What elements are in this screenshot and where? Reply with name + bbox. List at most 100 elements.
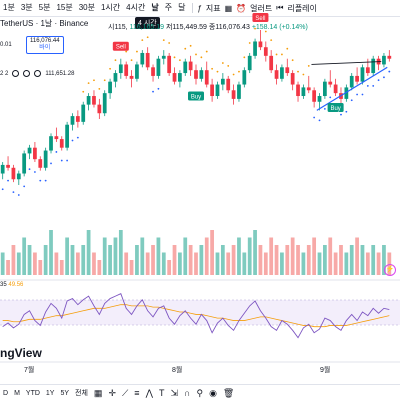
volume-bar — [376, 252, 381, 275]
volume-bar — [54, 252, 59, 275]
trend-dot-up — [7, 179, 9, 182]
trend-dot-up — [383, 76, 385, 79]
replay-icon[interactable]: ⏮ — [276, 3, 284, 12]
pattern-icon[interactable]: ⋀ — [145, 387, 153, 398]
range-ytd[interactable]: YTD — [25, 389, 40, 397]
brand-logo: ngView — [0, 346, 42, 360]
volume-bar — [11, 245, 16, 275]
candle-body — [296, 84, 300, 97]
rsi-value: 49.56 — [8, 282, 24, 288]
range-1y[interactable]: 1Y — [45, 389, 55, 397]
indicator-icon[interactable]: ƒ — [197, 3, 202, 13]
candle-body — [317, 96, 322, 102]
trend-dot-down — [136, 50, 138, 53]
replay-label[interactable]: 리플레이 — [287, 3, 317, 13]
price-box[interactable]: 116,076.44 바이 — [26, 36, 64, 54]
trend-dot-up — [157, 87, 160, 90]
trash-icon[interactable]: 🗑 — [222, 387, 235, 398]
volume-bar — [108, 245, 112, 275]
alerts-label[interactable]: 얼러트 — [250, 3, 273, 13]
timeframe-5[interactable]: 1시간 — [100, 3, 121, 12]
trend-dot-up — [329, 96, 332, 99]
volume-bar — [156, 237, 161, 275]
candle-body — [328, 81, 333, 85]
magnet-icon[interactable]: ∩ — [184, 388, 191, 398]
timeframe-1[interactable]: 3분 — [20, 3, 33, 12]
ohlc-readout: 시115, 116,165.19 저115,449.59 종116,076.43… — [108, 22, 308, 32]
candle-body — [151, 67, 155, 76]
trend-dot-down — [248, 42, 251, 44]
timeframe-9[interactable]: 달 — [178, 3, 186, 12]
volume-bar — [183, 237, 188, 275]
candle-body — [242, 70, 247, 85]
volume-bar — [242, 252, 247, 275]
settings-icon[interactable] — [23, 70, 31, 77]
timeframe-0[interactable]: 1분 — [3, 3, 15, 12]
trend-dot-down — [125, 50, 128, 53]
fib-icon[interactable]: ≡ — [134, 388, 140, 398]
range-all[interactable]: 전체 — [75, 390, 88, 397]
trend-dot-up — [12, 191, 15, 194]
timeframe-7[interactable]: 날 — [151, 3, 159, 12]
trend-dot-up — [372, 85, 375, 87]
trend-dot-down — [178, 59, 181, 62]
rsi-prefix: 35 — [0, 282, 7, 288]
timeframe-8[interactable]: 주 — [164, 3, 173, 12]
trend-dot-down — [291, 59, 294, 62]
visibility-icon[interactable] — [12, 70, 20, 77]
trend-dot-down — [205, 50, 208, 53]
layout-icon[interactable]: ▦ — [224, 3, 233, 13]
cursor-icon[interactable]: ✛ — [108, 387, 116, 398]
candle-body — [226, 78, 231, 91]
candle-body — [194, 70, 198, 79]
candle-body — [204, 70, 209, 85]
alert-icon[interactable]: ⏰ — [236, 3, 247, 13]
volume-bar — [124, 252, 129, 275]
volume-bar — [253, 230, 257, 275]
indicators-label[interactable]: 지표 — [205, 3, 221, 13]
trend-dot-up — [50, 162, 52, 165]
volume-bar — [333, 252, 338, 275]
candle-body — [22, 153, 27, 174]
trend-dot-down — [264, 30, 267, 33]
volume-bar — [274, 245, 279, 275]
trend-dot-down — [98, 87, 101, 90]
range-5y[interactable]: 5Y — [60, 389, 70, 397]
calendar-icon[interactable]: ▦ — [93, 387, 103, 398]
trend-dot-down — [200, 56, 203, 59]
volume-bar — [371, 245, 376, 275]
candle-body — [280, 67, 284, 79]
volume-bar — [0, 252, 5, 275]
timeframe-4[interactable]: 30분 — [78, 3, 95, 12]
trend-dot-down — [254, 27, 256, 30]
volume-bar — [339, 245, 343, 275]
range-d[interactable]: D — [3, 389, 9, 397]
volume-bar — [237, 237, 241, 275]
flash-icon[interactable]: ⚡ — [384, 264, 396, 276]
remove-icon[interactable] — [34, 70, 42, 77]
trendline-icon[interactable]: ⟋ — [121, 387, 129, 398]
candle-body — [38, 159, 43, 168]
range-m[interactable]: M — [14, 389, 20, 397]
price-box-label: 바이 — [39, 45, 51, 51]
eye-icon[interactable]: ◉ — [209, 387, 217, 398]
timeframe-3[interactable]: 15분 — [56, 3, 73, 12]
measure-icon[interactable]: ⇲ — [170, 387, 178, 398]
timeframe-6[interactable]: 4시간 — [126, 3, 146, 12]
lock-icon[interactable]: ⚲ — [196, 387, 204, 398]
signal-text: Sell — [255, 16, 265, 22]
month-aug: 8월 — [172, 367, 183, 374]
left-value-2: 111,651.28 — [45, 70, 75, 77]
trend-dot-down — [173, 56, 176, 59]
symbol-title[interactable]: TetherUS · 1날 · Binance — [0, 19, 89, 28]
candle-body — [118, 64, 123, 74]
volume-bar — [280, 252, 284, 275]
volume-bar — [113, 237, 118, 275]
candle-body — [269, 55, 274, 71]
signal-text: Sell — [116, 45, 126, 51]
trend-dot-down — [232, 73, 235, 76]
text-icon[interactable]: T — [158, 388, 165, 398]
volume-bar — [16, 252, 21, 275]
timeframe-2[interactable]: 5분 — [38, 3, 51, 12]
